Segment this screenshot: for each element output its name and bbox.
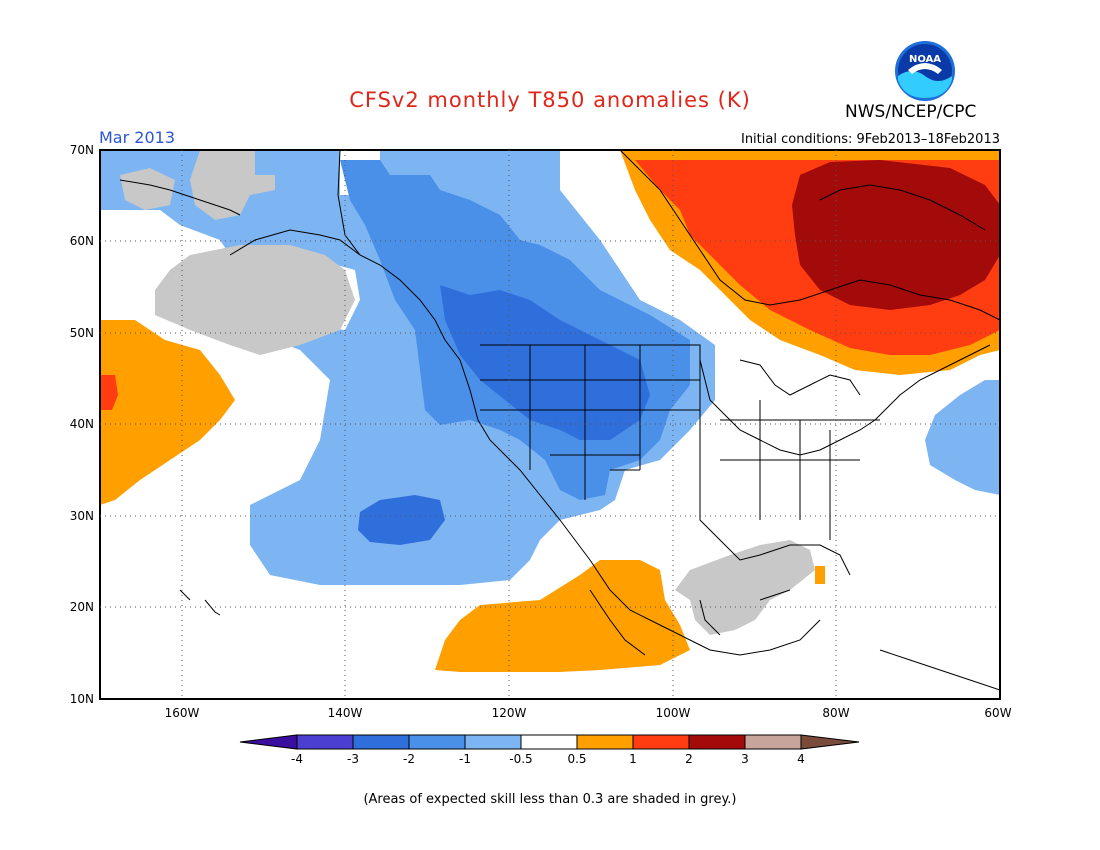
colorbar-label: -2 — [403, 752, 415, 766]
colorbar-left-arrow — [239, 734, 298, 750]
colorbar-label: -4 — [291, 752, 303, 766]
colorbar-label: 4 — [797, 752, 805, 766]
lat-label: 60N — [70, 234, 94, 248]
colorbar-label: 2 — [685, 752, 693, 766]
colorbar-swatch — [688, 734, 746, 750]
lat-label: 20N — [70, 600, 94, 614]
dark-red-core — [792, 160, 1000, 310]
noaa-logo-text: NOAA — [909, 54, 941, 65]
colorbar-label: -1 — [459, 752, 471, 766]
colorbar-label: -3 — [347, 752, 359, 766]
skill-footnote: (Areas of expected skill less than 0.3 a… — [363, 792, 737, 807]
lat-label: 40N — [70, 417, 94, 431]
graticule — [100, 150, 1000, 699]
dark-blue-core — [440, 285, 650, 440]
forecast-month-label: Mar 2013 — [99, 128, 175, 147]
agency-label: NWS/NCEP/CPC — [845, 102, 977, 122]
colorbar-label: -0.5 — [509, 752, 532, 766]
colorbar — [239, 734, 860, 750]
lon-label: 80W — [822, 706, 849, 720]
coastlines — [119, 150, 1000, 691]
lon-label: 140W — [328, 706, 363, 720]
colorbar-swatch — [352, 734, 410, 750]
orange-florida-patch — [815, 566, 825, 584]
grey-gulf — [675, 540, 815, 635]
grey-alaska-north — [190, 150, 275, 220]
red-pacific-spot — [100, 375, 118, 410]
lat-label: 10N — [70, 692, 94, 706]
colorbar-right-arrow — [800, 734, 860, 750]
lat-label: 70N — [70, 143, 94, 157]
colorbar-swatch — [464, 734, 522, 750]
colorbar-swatch — [408, 734, 466, 750]
longitude-labels: 160W 140W 120W 100W 80W 60W — [165, 706, 1012, 720]
lat-label: 50N — [70, 326, 94, 340]
map-title: CFSv2 monthly T850 anomalies (K) — [349, 88, 751, 112]
lon-label: 60W — [984, 706, 1011, 720]
noaa-logo: NOAA — [895, 41, 955, 101]
colorbar-label: 3 — [741, 752, 749, 766]
latitude-labels: 70N 60N 50N 40N 30N 20N 10N — [70, 143, 94, 706]
colorbar-swatch — [632, 734, 690, 750]
grey-siberia — [120, 168, 175, 210]
lon-label: 120W — [492, 706, 527, 720]
light-blue-atlantic — [925, 380, 1000, 495]
dark-blue-pacific — [358, 495, 445, 545]
colorbar-swatch — [576, 734, 634, 750]
lat-label: 30N — [70, 509, 94, 523]
colorbar-label: 1 — [629, 752, 637, 766]
colorbar-swatch — [296, 734, 354, 750]
colorbar-label: 0.5 — [567, 752, 586, 766]
colorbar-labels: -4 -3 -2 -1 -0.5 0.5 1 2 3 4 — [291, 752, 805, 766]
colorbar-swatch — [744, 734, 802, 750]
orange-pacific-west — [100, 320, 235, 505]
grey-bering — [155, 245, 355, 355]
colorbar-swatch — [520, 734, 578, 750]
lon-label: 100W — [656, 706, 691, 720]
orange-mexico — [435, 560, 690, 672]
initial-conditions-label: Initial conditions: 9Feb2013–18Feb2013 — [740, 132, 1000, 147]
lon-label: 160W — [165, 706, 200, 720]
